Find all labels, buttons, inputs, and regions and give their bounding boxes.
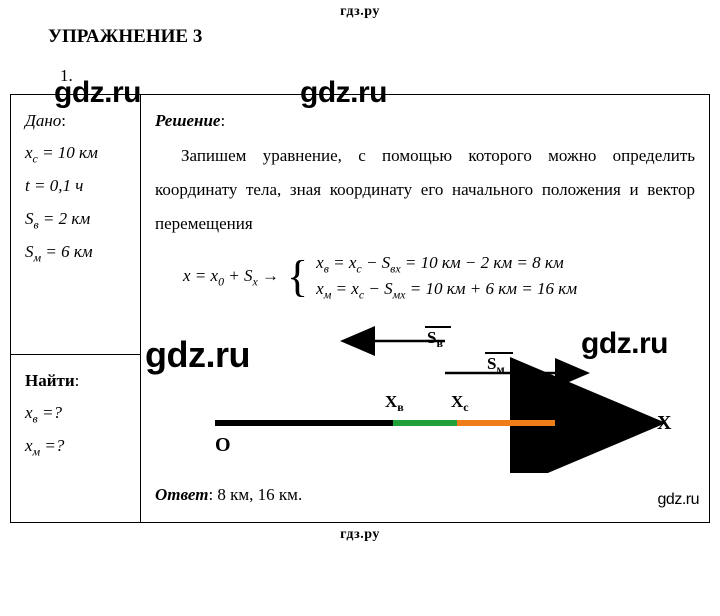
find-label: Найти [25, 371, 75, 390]
diagram-svg: Sв Sм Хв Хс Хм Х O [155, 313, 695, 473]
answer-text: : 8 км, 16 км. [208, 485, 302, 504]
xm-label: Хм [535, 392, 555, 414]
colon: : [220, 111, 225, 130]
answer-label: Ответ [155, 485, 208, 504]
item-number: 1. [48, 48, 720, 94]
colon: : [61, 111, 66, 130]
header: УПРАЖНЕНИЕ 3 1. [0, 20, 720, 94]
given-label: Дано [25, 111, 61, 130]
brace-icon: { [287, 255, 308, 299]
sv-label: Sв [427, 328, 443, 350]
find-xv: xв =? [25, 397, 126, 430]
origin-label: O [215, 434, 231, 456]
site-top-label: гдз.ру [0, 0, 720, 20]
x-axis-label: Х [657, 412, 672, 434]
colon: : [75, 371, 80, 390]
given-xc: xс = 10 км [25, 137, 126, 170]
find-cell: Найти: xв =? xм =? [11, 354, 141, 522]
diagram: Sв Sм Хв Хс Хм Х O [155, 313, 695, 473]
solution-table: Дано: xс = 10 км t = 0,1 ч Sв = 2 км Sм … [10, 94, 710, 523]
xv-label: Хв [385, 392, 404, 414]
find-xm: xм =? [25, 430, 126, 463]
given-sv: Sв = 2 км [25, 203, 126, 236]
xc-label: Хс [451, 392, 469, 414]
solution-text: Запишем уравнение, с помощью которого мо… [155, 139, 695, 241]
given-t: t = 0,1 ч [25, 170, 126, 202]
formula-left: x = x0 + Sx → [183, 264, 279, 290]
solution-cell: Решение: Запишем уравнение, с помощью ко… [141, 95, 710, 523]
solution-label: Решение [155, 111, 220, 130]
sm-label: Sм [487, 354, 505, 376]
exercise-title: УПРАЖНЕНИЕ 3 [48, 26, 720, 48]
given-cell: Дано: xс = 10 км t = 0,1 ч Sв = 2 км Sм … [11, 95, 141, 355]
formula-case1: xв = xс − Sвх = 10 км − 2 км = 8 км [316, 251, 577, 277]
given-sm: Sм = 6 км [25, 236, 126, 269]
site-bottom-label: гдз.ру [0, 523, 720, 547]
formula: x = x0 + Sx → { xв = xс − Sвх = 10 км − … [183, 251, 695, 303]
formula-case2: xм = xс − Sмх = 10 км + 6 км = 16 км [316, 277, 577, 303]
